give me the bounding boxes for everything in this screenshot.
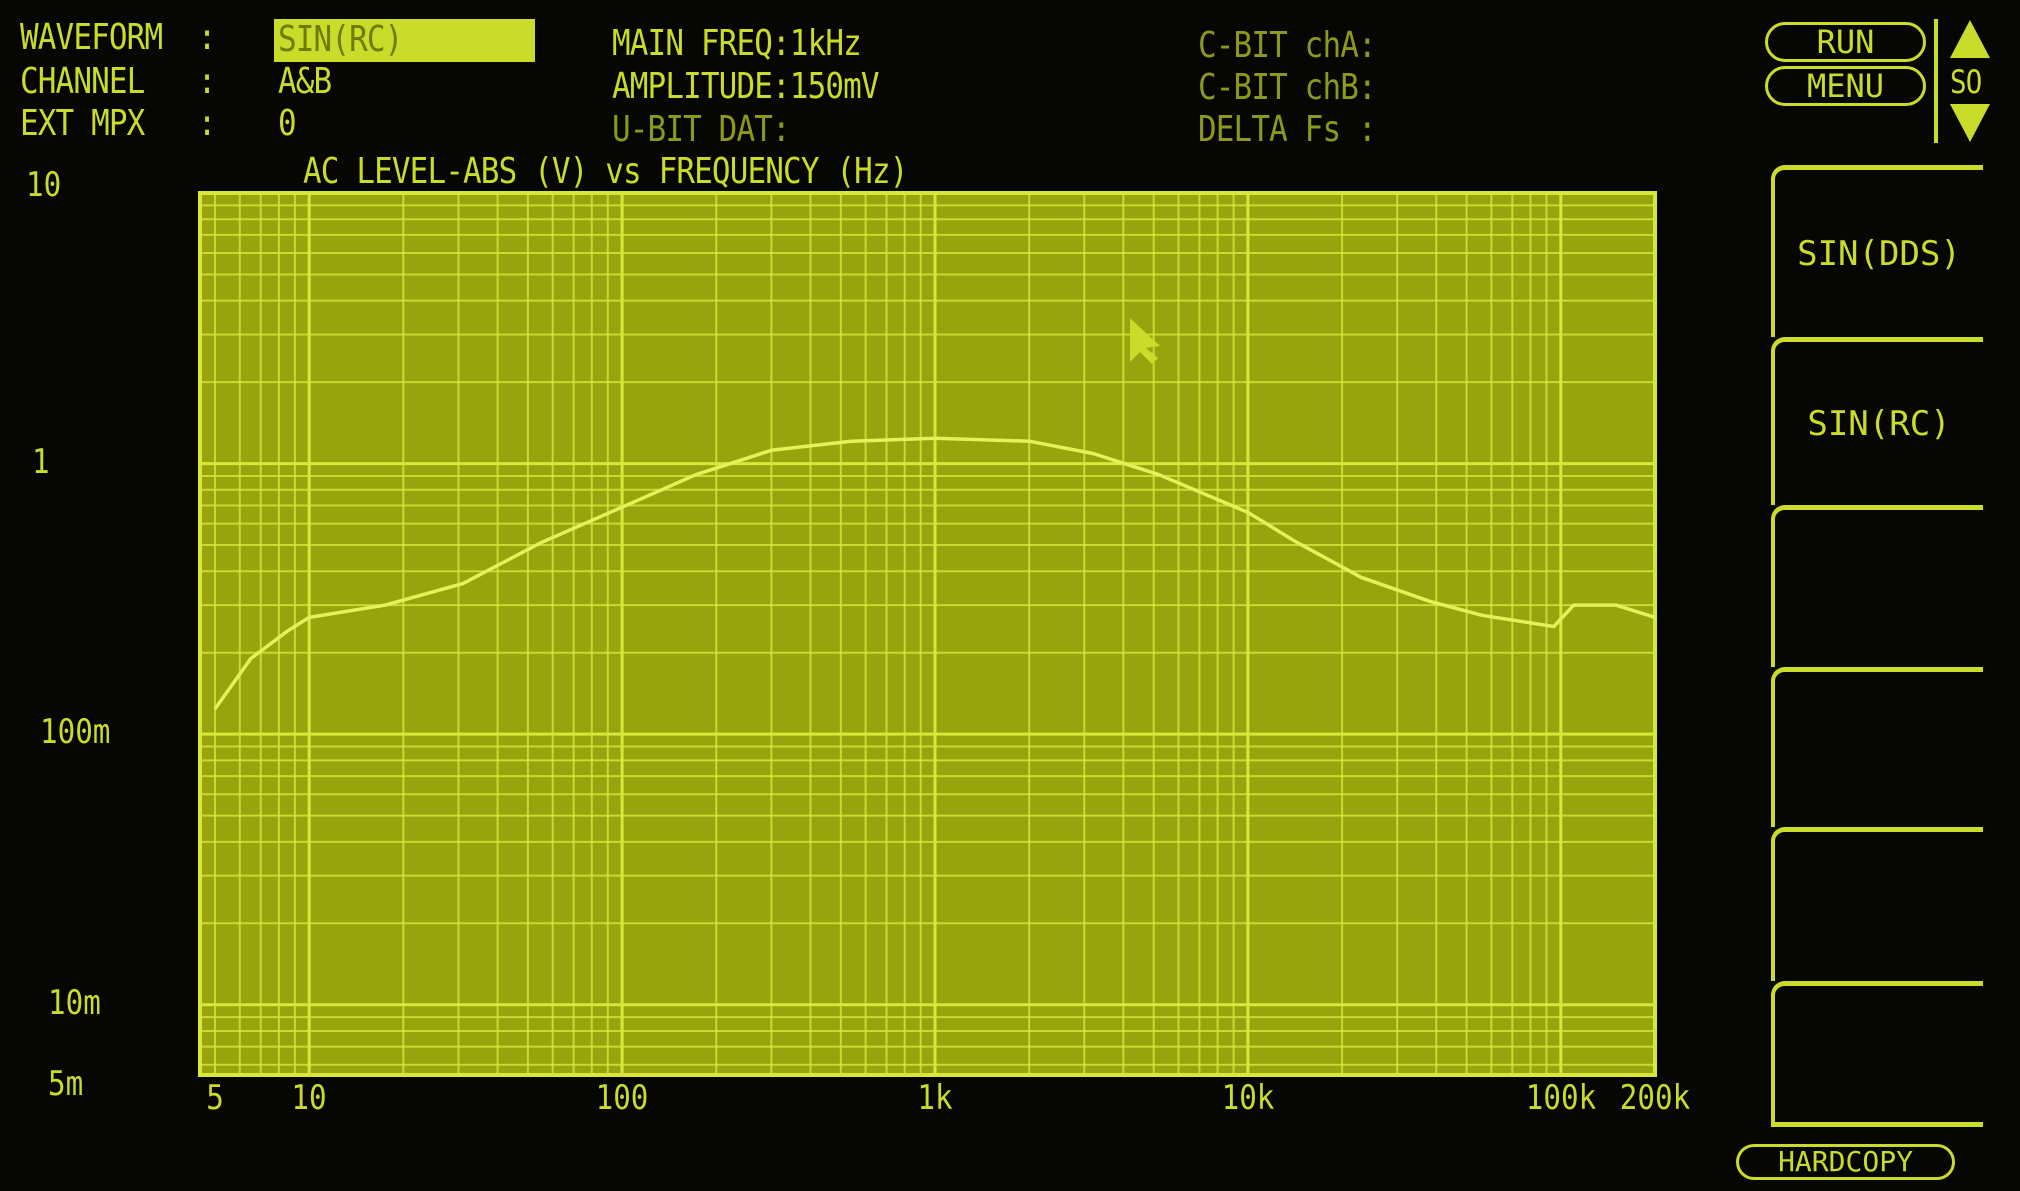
softkey-1[interactable]: SIN(DDS) xyxy=(1771,165,1983,337)
delta-fs: DELTA Fs : xyxy=(1198,109,1377,150)
hardcopy-button[interactable]: HARDCOPY xyxy=(1736,1144,1955,1180)
y-tick-label: 1 xyxy=(32,441,50,482)
trace-point xyxy=(1092,452,1094,455)
run-button[interactable]: RUN xyxy=(1765,22,1926,62)
menu-label: MENU xyxy=(1806,67,1885,105)
trace-point xyxy=(249,657,252,660)
trace-point xyxy=(308,616,310,619)
trace-point xyxy=(934,437,936,440)
x-tick-label: 200k xyxy=(1619,1078,1691,1118)
softkey-label: SIN(DDS) xyxy=(1797,233,1961,274)
trace-point xyxy=(1028,440,1030,442)
scroll-down-icon[interactable] xyxy=(1950,104,1990,142)
scroll-divider xyxy=(1934,19,1938,143)
u-bit-dat: U-BIT DAT: xyxy=(612,109,791,150)
trace-point xyxy=(850,440,853,442)
x-tick-label: 100k xyxy=(1525,1078,1597,1118)
softkey-label: SIN(RC) xyxy=(1807,403,1951,444)
y-tick-label: 5m xyxy=(48,1064,84,1105)
trace-point xyxy=(286,630,288,633)
trace-point xyxy=(1247,511,1249,514)
x-tick-label: 10k xyxy=(1221,1078,1275,1118)
c-bit-chb: C-BIT chB: xyxy=(1198,67,1377,108)
trace-point xyxy=(384,604,387,606)
trace-point xyxy=(1572,604,1575,606)
waveform-value-text: SIN(RC) xyxy=(278,19,403,60)
y-tick-label: 10 xyxy=(26,165,62,205)
trace-point xyxy=(1158,473,1160,476)
cursor-arrow-icon xyxy=(1130,318,1160,364)
x-tick-label: 5 xyxy=(206,1078,224,1118)
scroll-label: SO xyxy=(1950,63,1982,101)
hardcopy-label: HARDCOPY xyxy=(1778,1145,1913,1178)
channel-value: A&B xyxy=(278,61,332,102)
ext-mpx-value: 0 xyxy=(278,103,297,144)
waveform-label: WAVEFORM : xyxy=(20,17,216,58)
trace-point xyxy=(214,708,216,710)
trace-point xyxy=(1553,625,1555,628)
y-tick-label: 100m xyxy=(40,712,111,753)
softkey-4[interactable] xyxy=(1771,667,1983,827)
trace-point xyxy=(1615,604,1617,606)
trace-point xyxy=(540,541,542,544)
trace-point xyxy=(1654,616,1656,619)
softkey-5[interactable] xyxy=(1771,827,1983,981)
plot-background xyxy=(200,193,1655,1075)
trace-point xyxy=(770,449,773,452)
trace-point xyxy=(1428,600,1431,603)
trace-point xyxy=(462,582,464,585)
trace-line xyxy=(213,436,1656,710)
run-label: RUN xyxy=(1816,23,1875,61)
y-tick-label: 10m xyxy=(48,982,101,1023)
softkey-3[interactable] xyxy=(1771,505,1983,667)
trace-point xyxy=(1360,576,1362,579)
scroll-up-icon[interactable] xyxy=(1950,20,1990,58)
trace-point xyxy=(694,473,697,476)
softkey-6[interactable] xyxy=(1771,981,1983,1127)
trace-point xyxy=(1296,541,1299,544)
waveform-value[interactable]: SIN(RC) xyxy=(274,19,535,62)
softkey-2[interactable]: SIN(RC) xyxy=(1771,337,1983,505)
trace-point xyxy=(621,506,623,508)
ext-mpx-label: EXT MPX : xyxy=(20,103,216,144)
plot-border xyxy=(198,191,1657,1077)
trace-point xyxy=(1481,614,1483,617)
x-tick-label: 10 xyxy=(291,1078,327,1118)
amplitude: AMPLITUDE:150mV xyxy=(612,66,880,107)
x-tick-label: 1k xyxy=(917,1078,953,1118)
x-tick-label: 100 xyxy=(595,1078,649,1118)
main-freq: MAIN FREQ:1kHz xyxy=(612,23,862,64)
menu-button[interactable]: MENU xyxy=(1765,66,1926,106)
channel-label: CHANNEL : xyxy=(20,61,216,102)
c-bit-cha: C-BIT chA: xyxy=(1198,25,1377,66)
chart-title: AC LEVEL-ABS (V) vs FREQUENCY (Hz) xyxy=(303,151,908,192)
